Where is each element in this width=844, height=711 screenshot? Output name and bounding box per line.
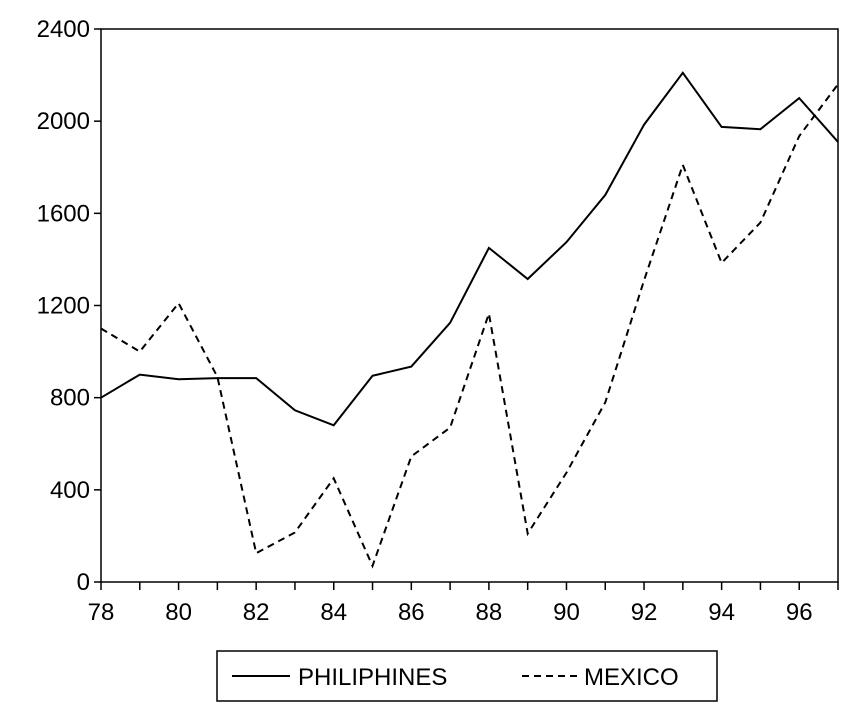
x-axis: 78 80 82 84 86 88 90 92 94 96 xyxy=(88,582,839,626)
series-line-mexico xyxy=(100,83,839,569)
y-tick-label: 400 xyxy=(50,477,90,504)
legend-label: MEXICO xyxy=(584,664,679,691)
series-line-philiphines xyxy=(100,71,839,427)
plot-frame xyxy=(100,28,839,583)
series-layer xyxy=(100,71,839,569)
y-tick-label: 2000 xyxy=(37,108,90,135)
x-tick-label: 88 xyxy=(476,599,503,626)
x-tick-label: 86 xyxy=(398,599,425,626)
y-tick-label: 1600 xyxy=(37,200,90,227)
x-tick-label: 78 xyxy=(88,599,115,626)
y-tick-label: 1200 xyxy=(37,293,90,320)
legend-label: PHILIPHINES xyxy=(298,664,447,691)
y-tick-label: 800 xyxy=(50,385,90,412)
x-tick-label: 92 xyxy=(631,599,658,626)
x-tick-label: 80 xyxy=(165,599,192,626)
y-axis: 0 400 800 1200 1600 2000 2400 xyxy=(37,16,101,596)
x-tick-label: 82 xyxy=(243,599,270,626)
legend-box xyxy=(216,650,718,702)
legend: PHILIPHINES MEXICO xyxy=(216,650,718,702)
x-tick-label: 84 xyxy=(320,599,347,626)
y-tick-label: 2400 xyxy=(37,16,90,43)
x-tick-label: 94 xyxy=(708,599,735,626)
plot-area-border xyxy=(100,28,839,583)
x-tick-label: 90 xyxy=(553,599,580,626)
y-tick-label: 0 xyxy=(77,569,90,596)
x-tick-label: 96 xyxy=(786,599,813,626)
